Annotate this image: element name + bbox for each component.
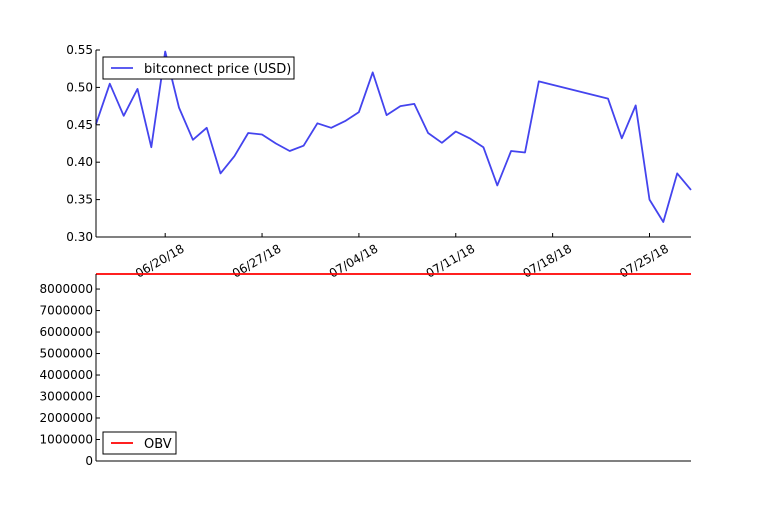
price-y-tick-label: 0.35 — [66, 193, 93, 207]
price-y-tick-label: 0.45 — [66, 118, 93, 132]
obv-y-tick-label: 8000000 — [40, 282, 93, 296]
price-y-tick-label: 0.30 — [66, 230, 93, 244]
price-legend-box — [102, 56, 295, 80]
price-series-line-0 — [95, 50, 692, 223]
price-y-tick-label: 0.55 — [66, 43, 93, 57]
obv-legend-box — [102, 431, 177, 455]
obv-legend-label: OBV — [144, 437, 172, 452]
obv-y-tick-label: 2000000 — [40, 411, 93, 425]
obv-y-tick-label: 4000000 — [40, 368, 93, 382]
obv-y-tick-label: 1000000 — [40, 433, 93, 447]
price-legend: bitconnect price (USD) — [102, 56, 295, 80]
obv-y-tick-label: 0 — [85, 454, 93, 468]
obv-legend: OBV — [102, 431, 177, 455]
obv-y-tick-label: 6000000 — [40, 325, 93, 339]
price-y-tick-label: 0.50 — [66, 80, 93, 94]
obv-chart: 0 1000000 2000000 3000000 4000000 5000000 6000… — [40, 273, 691, 468]
price-y-tick-label: 0.40 — [66, 155, 93, 169]
obv-y-tick-label: 5000000 — [40, 347, 93, 361]
price-legend-label: bitconnect price (USD) — [144, 62, 291, 77]
obv-y-tick-label: 7000000 — [40, 304, 93, 318]
obv-y-tick-label: 3000000 — [40, 390, 93, 404]
